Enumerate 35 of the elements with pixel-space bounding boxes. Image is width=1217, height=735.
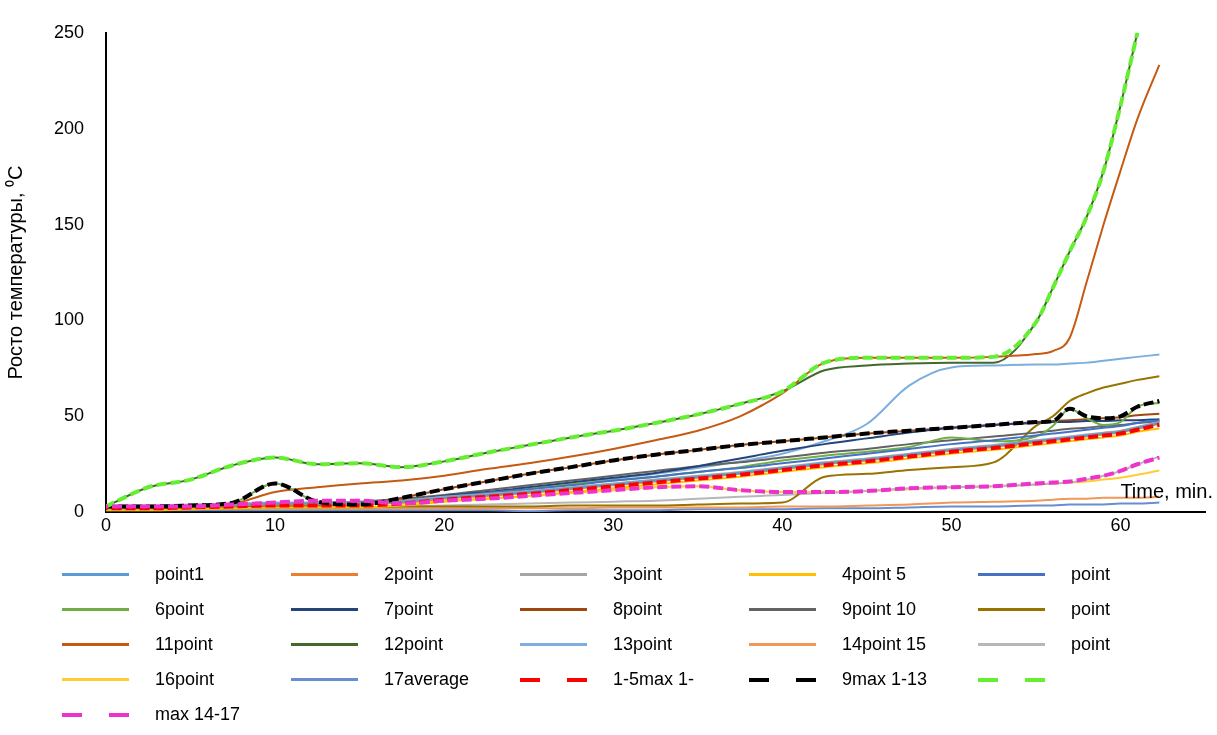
legend-label: 2point [384, 564, 434, 585]
legend-label: 1-5max 1- [613, 669, 695, 690]
legend-label: point [1071, 634, 1111, 655]
y-axis-title: Росто температуры, ⁰C [3, 165, 26, 380]
y-tick-label: 200 [53, 117, 85, 138]
x-tick-label: 50 [941, 514, 962, 535]
legend-label: 8point [613, 599, 663, 620]
x-tick-label: 60 [1110, 514, 1131, 535]
y-tick-label: 250 [53, 21, 85, 42]
legend-label: point [1071, 564, 1111, 585]
x-tick-label: 20 [434, 514, 455, 535]
legend-label: 12point [384, 634, 444, 655]
x-tick-label: 40 [772, 514, 793, 535]
legend-label: point1 [155, 564, 205, 585]
legend-label: 3point [613, 564, 663, 585]
x-tick-label: 0 [101, 514, 112, 535]
x-axis-title: Time, min. [1120, 479, 1213, 502]
legend-label: 16point [155, 669, 215, 690]
legend-label: 6point [155, 599, 205, 620]
y-tick-label: 150 [53, 213, 85, 234]
legend-label: 11point [155, 634, 213, 655]
legend-label: 9point 10 [842, 599, 917, 620]
legend-label: 9max 1-13 [842, 669, 928, 690]
legend-label: 17average [384, 669, 470, 690]
legend-label: 14point 15 [842, 634, 927, 655]
y-tick-label: 50 [64, 405, 85, 426]
legend-label: 13point [613, 634, 673, 655]
x-tick-label: 30 [603, 514, 624, 535]
legend-label: 7point [384, 599, 434, 620]
y-tick-label: 0 [74, 501, 85, 522]
legend-label: point [1071, 599, 1111, 620]
x-tick-label: 10 [265, 514, 286, 535]
y-tick-label: 100 [53, 309, 85, 330]
legend-label: 4point 5 [842, 564, 907, 585]
legend-label: max 14-17 [155, 704, 241, 725]
